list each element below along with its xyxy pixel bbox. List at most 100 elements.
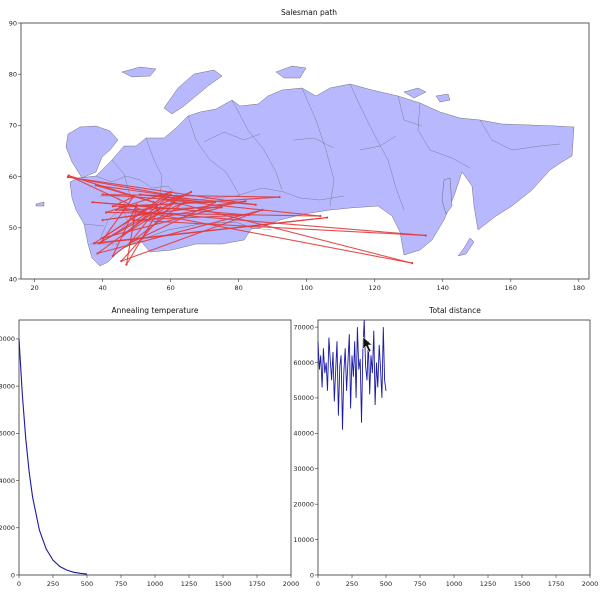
city-point: [120, 260, 122, 262]
distance-y-tick-label: 50000: [293, 394, 314, 402]
temperature-y-tick-label: 6000: [0, 430, 15, 438]
temperature-y-tick-label: 2000: [0, 524, 15, 532]
distance-x-tick-label: 2000: [582, 580, 599, 588]
city-point: [98, 242, 100, 244]
city-point: [95, 184, 97, 186]
temperature-title: Annealing temperature: [111, 306, 198, 315]
city-point: [214, 201, 216, 203]
distance-y-tick-label: 10000: [293, 536, 314, 544]
city-point: [96, 252, 98, 254]
city-point: [112, 205, 114, 207]
city-point: [326, 216, 328, 218]
city-point: [163, 199, 165, 201]
city-point: [411, 262, 413, 264]
map-title: Salesman path: [281, 8, 337, 17]
city-point: [180, 196, 182, 198]
city-point: [159, 206, 161, 208]
distance-x-tick-label: 250: [346, 580, 358, 588]
city-point: [139, 193, 141, 195]
city-point: [68, 174, 70, 176]
temperature-y-ticks: 0 2000 4000 6000 8000 10000: [0, 335, 19, 579]
temperature-plot-frame: [19, 320, 291, 575]
temperature-x-tick-label: 500: [81, 580, 93, 588]
city-point: [112, 255, 114, 257]
distance-x-tick-label: 1000: [446, 580, 463, 588]
temperature-x-tick-label: 2000: [283, 580, 300, 588]
distance-x-tick-label: 750: [414, 580, 426, 588]
city-point: [115, 209, 117, 211]
distance-y-tick-label: 40000: [293, 430, 314, 438]
map-x-tick-label: 180: [573, 284, 585, 292]
distance-x-tick-label: 1250: [480, 580, 497, 588]
map-x-tick-label: 100: [300, 284, 312, 292]
temperature-y-tick-label: 8000: [0, 382, 15, 390]
map-y-tick-label: 60: [9, 173, 17, 181]
distance-y-ticks: 010000200003000040000500006000070000: [293, 323, 318, 579]
city-point: [122, 234, 124, 236]
temperature-x-tick-label: 250: [47, 580, 59, 588]
city-point: [91, 201, 93, 203]
map-x-tick-label: 20: [30, 284, 38, 292]
map-x-tick-label: 160: [505, 284, 517, 292]
distance-x-tick-label: 500: [380, 580, 392, 588]
distance-x-tick-label: 1500: [514, 580, 531, 588]
distance-x-tick-label: 0: [316, 580, 320, 588]
map-y-tick-label: 50: [9, 224, 17, 232]
map-y-tick-label: 40: [9, 275, 17, 283]
city-point: [319, 215, 321, 217]
temperature-x-tick-label: 1750: [249, 580, 266, 588]
city-point: [129, 242, 131, 244]
city-point: [102, 237, 104, 239]
city-point: [255, 204, 257, 206]
temperature-x-tick-label: 0: [17, 580, 21, 588]
map-x-ticks: 20 40 60 80 100 120 140 160 180: [30, 279, 585, 292]
city-point: [173, 201, 175, 203]
city-point: [183, 201, 185, 203]
distance-x-ticks: 0 250 500 750 1000 1250 1500 1750 2000: [316, 575, 598, 588]
city-point: [132, 219, 134, 221]
city-point: [190, 191, 192, 193]
distance-title: Total distance: [428, 306, 481, 315]
city-point: [221, 206, 223, 208]
temperature-x-tick-label: 1500: [215, 580, 232, 588]
temperature-x-tick-label: 1250: [181, 580, 198, 588]
distance-y-tick-label: 20000: [293, 500, 314, 508]
city-point: [102, 219, 104, 221]
city-point: [153, 201, 155, 203]
temperature-x-tick-label: 1000: [147, 580, 164, 588]
map-x-tick-label: 80: [235, 284, 243, 292]
temperature-x-tick-label: 750: [115, 580, 127, 588]
city-point: [153, 211, 155, 213]
distance-y-tick-label: 60000: [293, 359, 314, 367]
city-point: [102, 193, 104, 195]
map-x-tick-label: 40: [98, 284, 106, 292]
city-point: [204, 201, 206, 203]
city-point: [170, 193, 172, 195]
distance-y-tick-label: 70000: [293, 323, 314, 331]
temperature-x-ticks: 0 250 500 750 1000 1250 1500 1750 2000: [17, 575, 299, 588]
map-x-tick-label: 140: [437, 284, 449, 292]
map-y-ticks: 40 50 60 70 80 90: [9, 19, 21, 283]
city-point: [425, 234, 427, 236]
city-point: [170, 191, 172, 193]
city-point: [278, 196, 280, 198]
city-point: [119, 206, 121, 208]
temperature-y-tick-label: 4000: [0, 477, 15, 485]
city-point: [132, 196, 134, 198]
city-point: [261, 209, 263, 211]
city-point: [248, 214, 250, 216]
map-y-tick-label: 80: [9, 71, 17, 79]
temperature-y-tick-label: 10000: [0, 335, 15, 343]
city-point: [101, 241, 103, 243]
city-point: [142, 210, 144, 212]
distance-y-tick-label: 0: [310, 571, 314, 579]
city-point: [93, 242, 95, 244]
map-x-tick-label: 60: [167, 284, 175, 292]
map-y-tick-label: 70: [9, 122, 17, 130]
distance-x-tick-label: 1750: [548, 580, 565, 588]
city-point: [146, 219, 148, 221]
map-y-tick-label: 90: [9, 19, 17, 27]
city-point: [156, 206, 158, 208]
temperature-y-tick-label: 0: [11, 571, 15, 579]
